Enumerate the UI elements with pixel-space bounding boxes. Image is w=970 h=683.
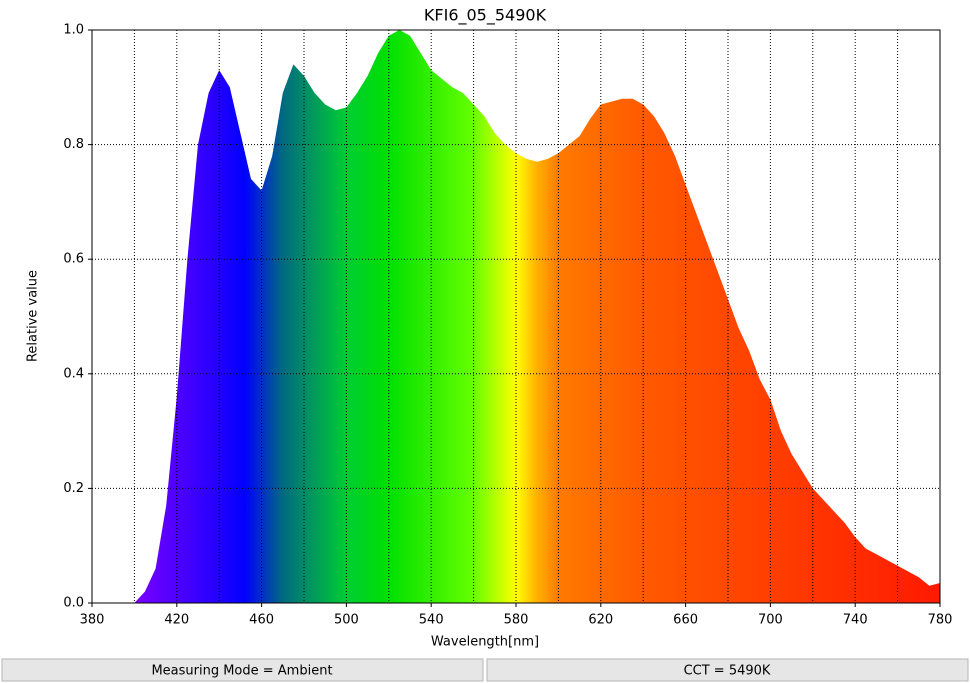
y-tick-label: 0.0 [63,596,84,611]
y-tick-label: 0.6 [63,252,84,267]
chart-title: KFI6_05_5490K [424,6,547,26]
x-tick-label: 500 [334,613,359,628]
footer-box [1,658,484,682]
x-tick-label: 580 [504,613,529,628]
y-tick-label: 0.8 [63,137,84,152]
x-tick-label: 540 [419,613,444,628]
x-tick-label: 620 [588,613,613,628]
x-tick-label: 420 [164,613,189,628]
x-tick-label: 780 [928,613,953,628]
x-tick-label: 660 [673,613,698,628]
x-tick-label: 700 [758,613,783,628]
y-tick-label: 0.2 [63,481,84,496]
x-tick-label: 460 [249,613,274,628]
x-axis-label: Wavelength[nm] [431,635,539,650]
spectrum-area [134,30,940,603]
footer-text: Measuring Mode = Ambient [151,664,332,679]
y-axis-label: Relative value [26,270,41,362]
footer-box [486,658,969,682]
y-tick-label: 1.0 [63,23,84,38]
x-tick-label: 380 [80,613,105,628]
x-tick-label: 740 [843,613,868,628]
footer-text: CCT = 5490K [684,664,771,679]
y-tick-label: 0.4 [63,366,84,381]
